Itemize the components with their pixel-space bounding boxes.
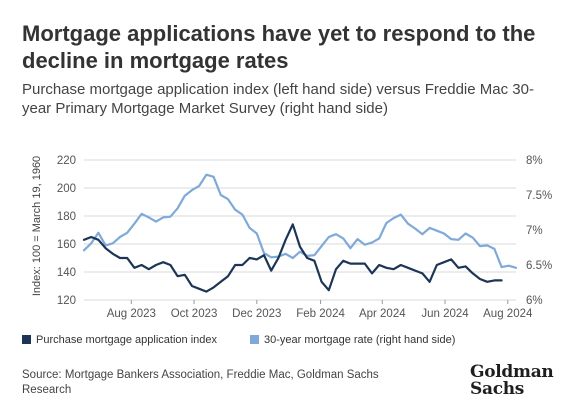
goldman-sachs-logo: Goldman Sachs [470, 364, 558, 398]
x-tick-label: Aug 2024 [483, 308, 533, 320]
source-note: Source: Mortgage Bankers Association, Fr… [22, 369, 379, 396]
left-tick-label: 180 [57, 211, 76, 223]
left-tick-label: 140 [57, 267, 76, 279]
series-line-index [82, 223, 503, 293]
left-tick-label: 160 [57, 239, 76, 251]
x-tick-label: Apr 2024 [359, 308, 406, 320]
legend-label-rate: 30-year mortgage rate (right hand side) [264, 334, 456, 346]
dual-axis-line-chart: 120 140 160 180 200 220 6% 6.5% 7% 7.5% 8% Aug 20… [31, 155, 552, 320]
x-tick-label: Feb 2024 [296, 308, 345, 320]
left-axis-ticks: 120 140 160 180 200 220 [57, 155, 76, 307]
x-tick-label: Jun 2024 [421, 308, 469, 320]
right-tick-label: 6% [526, 295, 543, 307]
series-lines [82, 173, 518, 293]
left-tick-label: 200 [57, 183, 76, 195]
right-axis-ticks: 6% 6.5% 7% 7.5% 8% [526, 155, 552, 307]
left-tick-label: 220 [57, 155, 76, 167]
gridlines [84, 159, 516, 301]
legend-swatch-rate [250, 335, 259, 344]
right-tick-label: 7.5% [526, 190, 552, 202]
chart-title: Mortgage applications have yet to respon… [22, 21, 536, 73]
right-tick-label: 8% [526, 155, 543, 167]
right-tick-label: 7% [526, 225, 543, 237]
logo-line-2: Sachs [470, 379, 525, 399]
series-line-rate [82, 173, 518, 269]
x-tick-label: Dec 2023 [232, 308, 281, 320]
legend-label-index: Purchase mortgage application index [36, 334, 218, 346]
x-axis-ticks: Aug 2023 Oct 2023 Dec 2023 Feb 2024 Apr 2024… [107, 300, 533, 320]
left-tick-label: 120 [57, 295, 76, 307]
legend-swatch-index [22, 335, 31, 344]
logo-line-1: Goldman [470, 362, 554, 382]
chart-subtitle: Purchase mortgage application index (lef… [22, 81, 534, 117]
x-tick-label: Oct 2023 [171, 308, 218, 320]
legend-item-rate: 30-year mortgage rate (right hand side) [250, 334, 455, 346]
legend-item-index: Purchase mortgage application index [22, 334, 217, 346]
right-tick-label: 6.5% [526, 260, 552, 272]
x-tick-label: Aug 2023 [107, 308, 156, 320]
left-axis-label: Index: 100 = March 19, 1960 [31, 156, 43, 296]
